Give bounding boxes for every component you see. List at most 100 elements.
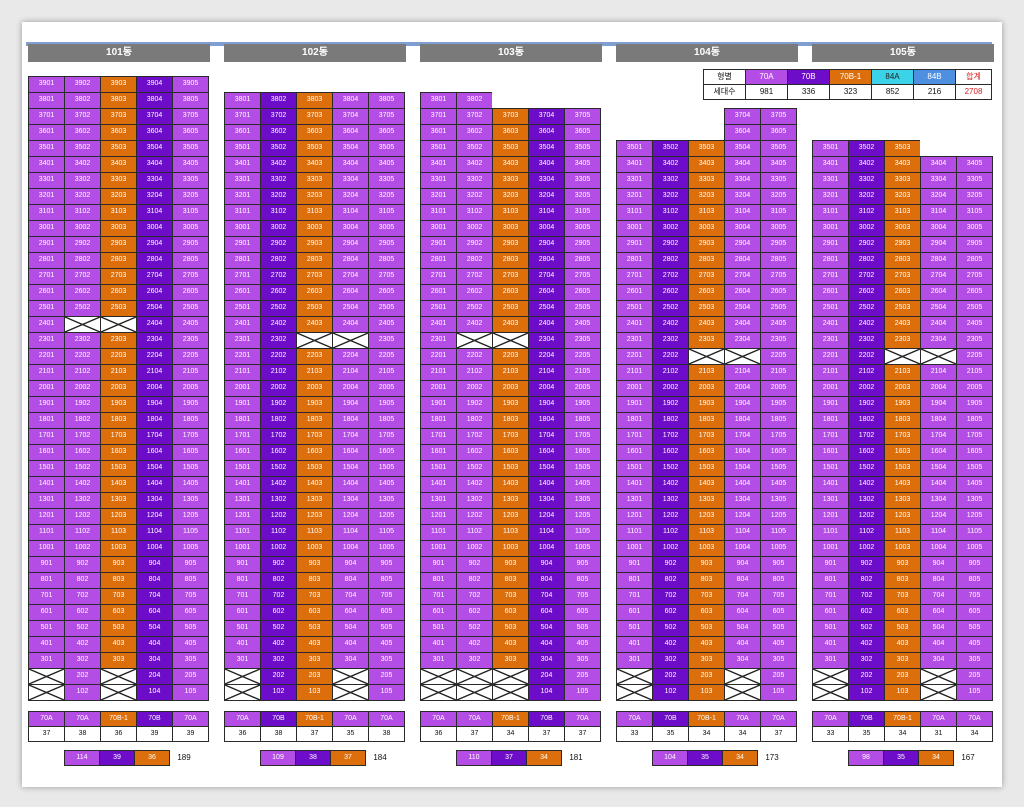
unit-cell: 304 [136, 652, 173, 669]
unit-cell: 1505 [172, 460, 209, 477]
unit-cell: 3402 [652, 156, 689, 173]
unit-cell: 2401 [616, 316, 653, 333]
unit-cell: 2801 [224, 252, 261, 269]
unit-cell: 3302 [456, 172, 493, 189]
unit-cell: 1801 [28, 412, 65, 429]
building-header: 103동 [420, 44, 602, 62]
unit-cell: 1701 [616, 428, 653, 445]
unit-cell: 3302 [848, 172, 885, 189]
unit-cell: 2704 [528, 268, 565, 285]
unit-cell: 1904 [136, 396, 173, 413]
unit-cell: 3402 [64, 156, 101, 173]
unit-cell: 703 [688, 588, 725, 605]
unit-cell: 2504 [332, 300, 369, 317]
unit-cell: 802 [64, 572, 101, 589]
summary-types-row: 70A 70A 70B-1 70B 70A 37 38 36 39 39 [28, 711, 209, 742]
unit-cell: 2103 [296, 364, 333, 381]
unit-cell: 3002 [848, 220, 885, 237]
unit-cell: 2103 [100, 364, 137, 381]
unit-cell: 202 [64, 668, 101, 685]
unit-cell: 2703 [688, 268, 725, 285]
unit-cell: 3804 [136, 92, 173, 109]
unit-cell: 2105 [172, 364, 209, 381]
unit-cell: 2605 [172, 284, 209, 301]
unit-cell: 705 [956, 588, 993, 605]
empty-slot [616, 76, 653, 93]
unit-cell: 3101 [224, 204, 261, 221]
unit-cell: 3401 [28, 156, 65, 173]
unit-cell: 702 [260, 588, 297, 605]
unit-cell: 2705 [368, 268, 405, 285]
unit-cell: 2405 [172, 316, 209, 333]
unit-cell: 3903 [100, 76, 137, 93]
unit-cell: 503 [296, 620, 333, 637]
unit-cell: 1805 [564, 412, 601, 429]
unit-cell: 1504 [724, 460, 761, 477]
unit-cell: 102 [260, 684, 297, 701]
unit-cell: 505 [564, 620, 601, 637]
unit-cell: 1204 [724, 508, 761, 525]
unit-cell: 1105 [760, 524, 797, 541]
unit-cell: 2501 [616, 300, 653, 317]
unit-cell: 1202 [260, 508, 297, 525]
unit-cell: 905 [564, 556, 601, 573]
unit-cell: 1602 [260, 444, 297, 461]
unit-cell: 3002 [260, 220, 297, 237]
unit-cell: 1103 [688, 524, 725, 541]
unit-cell: 3305 [760, 172, 797, 189]
unit-cell: 3404 [136, 156, 173, 173]
unit-cell: 1602 [652, 444, 689, 461]
summary-count: 33 [812, 726, 849, 742]
unit-cell: 3605 [564, 124, 601, 141]
unit-cell: 902 [260, 556, 297, 573]
unit-cell: 3204 [136, 188, 173, 205]
unit-cell: 3105 [172, 204, 209, 221]
summary-count: 36 [100, 726, 137, 742]
no-unit-cross [420, 668, 457, 685]
unit-cell: 401 [28, 636, 65, 653]
unit-cell: 2601 [420, 284, 457, 301]
unit-cell: 103 [884, 684, 921, 701]
unit-cell: 1803 [884, 412, 921, 429]
unit-cell: 2704 [920, 268, 957, 285]
unit-cell: 303 [100, 652, 137, 669]
unit-cell: 2305 [956, 332, 993, 349]
unit-cell: 1204 [528, 508, 565, 525]
summary-count: 31 [920, 726, 957, 742]
unit-cell: 2603 [100, 284, 137, 301]
unit-cell: 3301 [224, 172, 261, 189]
unit-cell: 2703 [884, 268, 921, 285]
legend-type-70B-1: 70B-1 [829, 69, 872, 85]
unit-cell: 3303 [492, 172, 529, 189]
unit-cell: 3305 [368, 172, 405, 189]
legend-count-70B: 336 [787, 84, 830, 100]
unit-cell: 2205 [956, 348, 993, 365]
unit-cell: 603 [884, 604, 921, 621]
unit-cell: 2402 [848, 316, 885, 333]
unit-cell: 3301 [420, 172, 457, 189]
unit-cell: 3303 [100, 172, 137, 189]
unit-cell: 1805 [368, 412, 405, 429]
unit-cell: 1303 [884, 492, 921, 509]
unit-cell: 1104 [528, 524, 565, 541]
unit-grid: 3801 3802 3701 3702 3703 3704 3705 3601 3602 3603… [420, 76, 601, 701]
unit-cell: 1301 [616, 492, 653, 509]
unit-cell: 2802 [652, 252, 689, 269]
unit-cell: 305 [760, 652, 797, 669]
unit-cell: 402 [848, 636, 885, 653]
building-header: 105동 [812, 44, 994, 62]
summary-count: 37 [456, 726, 493, 742]
unit-cell: 2702 [64, 268, 101, 285]
empty-slot [652, 124, 689, 141]
unit-cell: 1601 [420, 444, 457, 461]
summary-count: 33 [616, 726, 653, 742]
building-totals: 114 39 36 189 [64, 750, 199, 766]
unit-cell: 2004 [920, 380, 957, 397]
unit-cell: 3402 [260, 156, 297, 173]
unit-cell: 3405 [368, 156, 405, 173]
unit-cell: 603 [296, 604, 333, 621]
unit-cell: 1401 [420, 476, 457, 493]
building-grand-total: 189 [177, 753, 191, 762]
unit-cell: 1101 [224, 524, 261, 541]
unit-cell: 401 [224, 636, 261, 653]
